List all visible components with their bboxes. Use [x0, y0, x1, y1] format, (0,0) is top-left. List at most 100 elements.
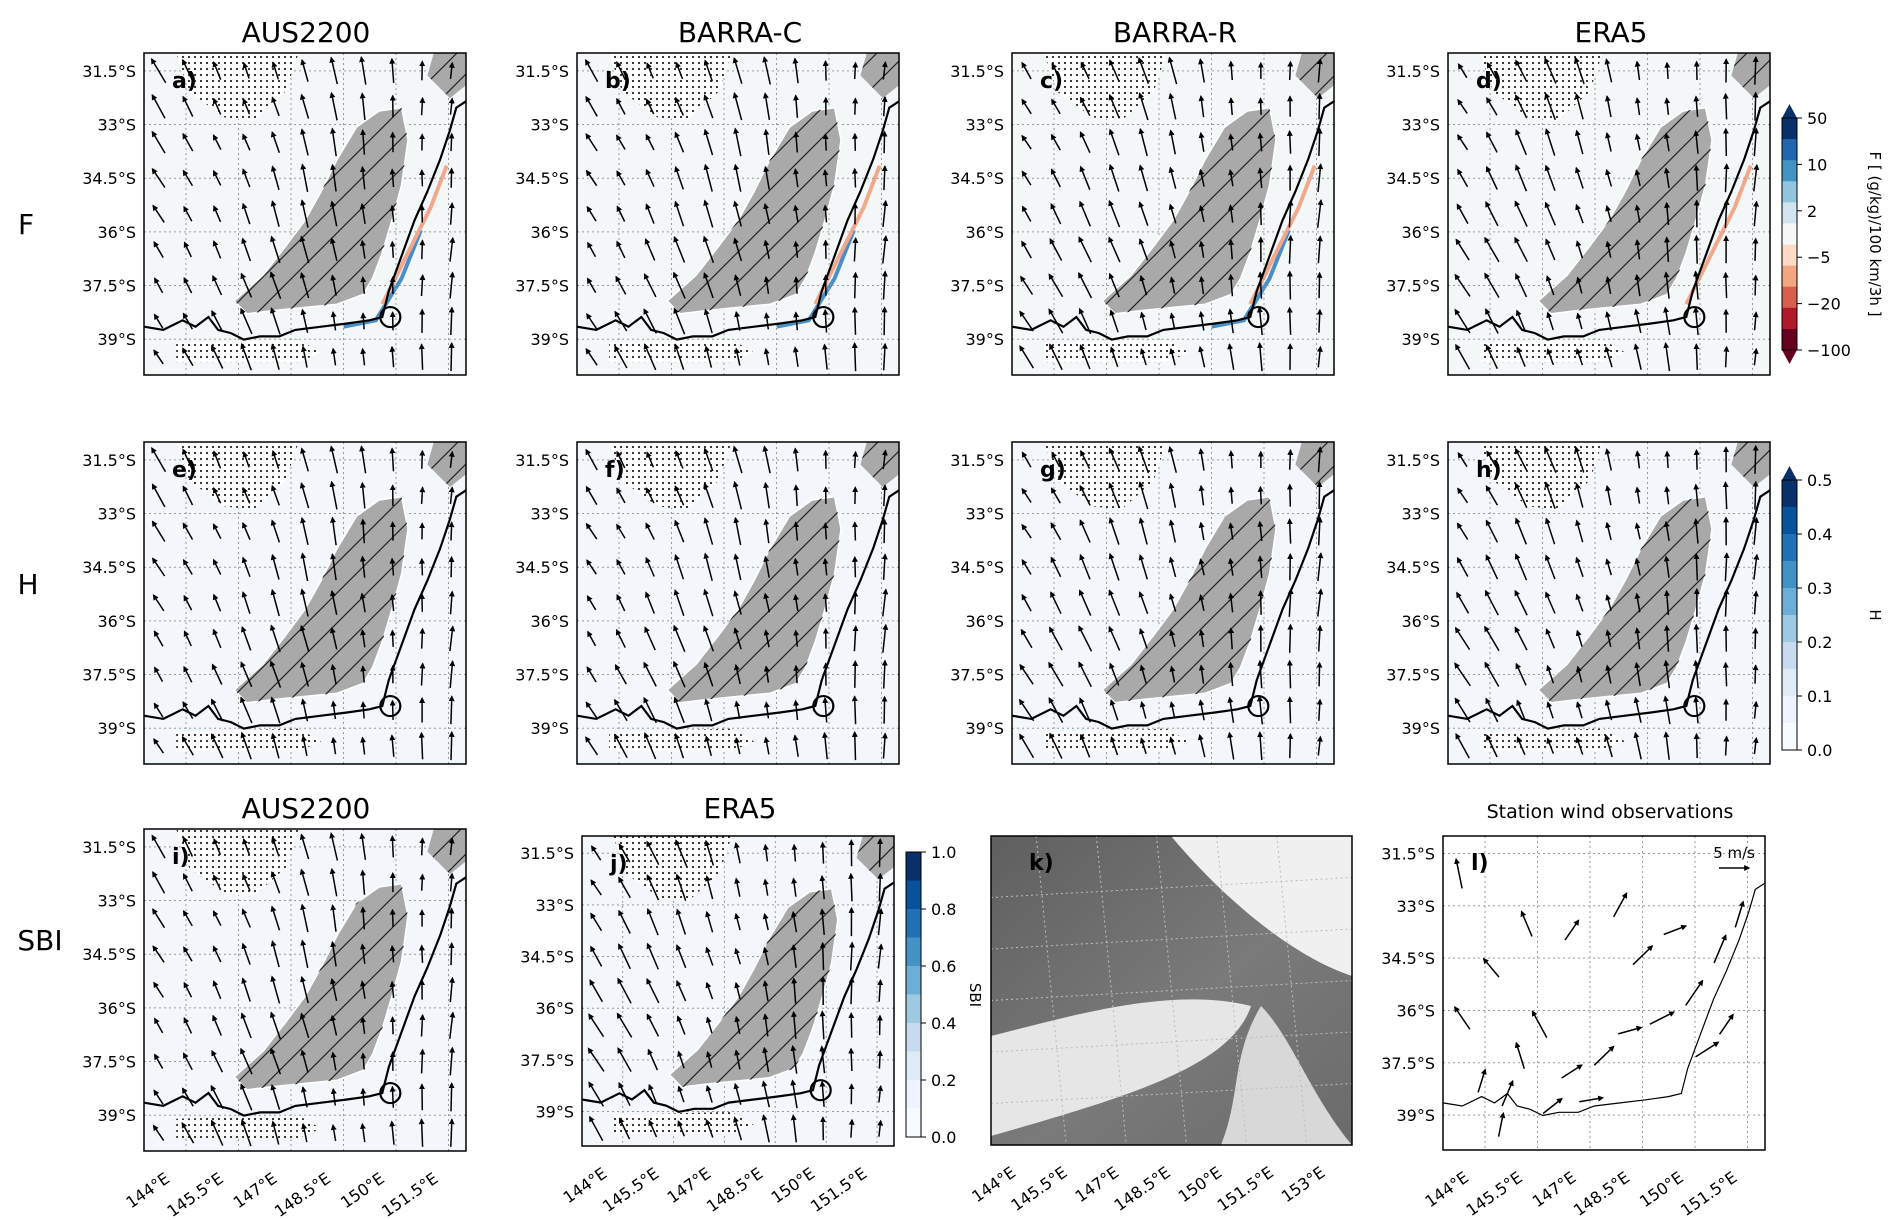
wind-vector [616, 1012, 633, 1038]
colorbar-segment [1782, 139, 1797, 161]
wind-vector [1078, 661, 1092, 688]
wind-vector [851, 730, 858, 761]
wind-vector [212, 275, 223, 296]
wind-vector [210, 733, 224, 759]
wind-vector [1723, 198, 1730, 228]
site-marker [1683, 694, 1706, 718]
wind-vector [645, 203, 655, 224]
wind-vector [1605, 558, 1613, 576]
wind-vector [1723, 163, 1730, 193]
colorbar-segment [1782, 507, 1797, 535]
ytick-label: 33°S [97, 892, 136, 911]
ytick-label: 31.5°S [1381, 844, 1435, 863]
coastline [143, 100, 467, 341]
wind-vector [1454, 273, 1471, 297]
wind-vector [240, 342, 253, 371]
wind-vector [330, 274, 337, 296]
colorbar-segment [1782, 723, 1797, 751]
colorbar-segment [1782, 561, 1797, 589]
wind-vector [677, 1085, 685, 1103]
wind-vector [1138, 164, 1149, 192]
wind-vector [674, 519, 685, 543]
wind-vector [1457, 487, 1469, 504]
wind-vector [360, 736, 367, 755]
wind-vector [646, 451, 655, 468]
ytick-label: 37.5°S [950, 666, 1004, 685]
stippled-region [613, 1111, 754, 1134]
hatched-region [1295, 442, 1334, 488]
wind-vector [269, 1011, 282, 1040]
station-wind-vector [1542, 1097, 1563, 1115]
wind-vector [1604, 734, 1613, 758]
wind-vector [1079, 697, 1091, 723]
wind-vector [419, 274, 426, 297]
wind-vector [1198, 240, 1205, 258]
wind-vector [732, 92, 743, 121]
wind-vector [1486, 96, 1498, 116]
wind-vector [240, 731, 252, 760]
wind-vector [212, 945, 222, 963]
wind-vector [1605, 629, 1612, 648]
wind-vector [329, 91, 338, 121]
wind-vector [1286, 129, 1293, 154]
ytick-label: 36°S [1401, 223, 1440, 242]
wind-vector [1605, 594, 1612, 611]
wind-key-label: 5 m/s [1713, 844, 1755, 862]
wind-vector [1575, 629, 1583, 647]
title-j: ERA5 [704, 792, 777, 825]
station-wind-vector [1561, 1064, 1583, 1079]
wind-vector [734, 877, 741, 897]
wind-vector [241, 942, 251, 965]
wind-vector [1079, 484, 1091, 506]
wind-vector [1544, 92, 1557, 121]
wind-vector [1752, 274, 1759, 296]
station-wind-vector [1713, 934, 1727, 964]
wind-vector [590, 879, 602, 896]
wind-vector [1139, 274, 1148, 296]
wind-vector [822, 60, 829, 81]
wind-vector [703, 94, 714, 119]
wind-vector [791, 977, 798, 1004]
ytick-label: 37.5°S [82, 277, 136, 296]
panel-frame [143, 441, 467, 765]
wind-vector [241, 202, 251, 225]
wind-vector [1108, 589, 1121, 616]
wind-vector [1753, 127, 1760, 157]
wind-vector [1544, 57, 1557, 84]
wind-vector [1257, 167, 1264, 189]
station-wind-vector [1564, 919, 1580, 941]
wind-vector [212, 980, 222, 1000]
wind-vector [448, 942, 455, 966]
gridline-lat [990, 928, 1353, 950]
wind-vector [616, 97, 626, 115]
wind-vector [182, 836, 194, 857]
ytick-label: 36°S [530, 223, 569, 242]
wind-vector [212, 523, 222, 539]
wind-vector [418, 343, 425, 370]
wind-vector [1316, 58, 1323, 83]
wind-vector [212, 169, 222, 186]
wind-vector [1752, 627, 1759, 650]
wind-vector [1752, 480, 1759, 510]
wind-vector [1020, 275, 1034, 295]
wind-vector [1604, 699, 1613, 721]
wind-vector [299, 868, 310, 896]
wind-vector [300, 345, 308, 368]
wind-vector [1169, 665, 1176, 683]
wind-vector [819, 908, 826, 935]
colorbar-tick-label: 0.0 [1807, 741, 1832, 760]
wind-vector [153, 630, 164, 647]
wind-vector [212, 134, 222, 150]
wind-vector [1457, 98, 1468, 114]
wind-vector [704, 735, 713, 756]
station-wind-vector [1593, 1045, 1615, 1066]
wind-vector [1723, 735, 1730, 756]
wind-vector [703, 517, 714, 545]
wind-vector [793, 629, 800, 647]
coastline [1447, 489, 1771, 730]
stippled-region [176, 442, 299, 510]
coastline [581, 881, 895, 1114]
wind-vector [1575, 203, 1584, 224]
wind-vector [1605, 521, 1612, 541]
wind-vector [210, 698, 224, 722]
